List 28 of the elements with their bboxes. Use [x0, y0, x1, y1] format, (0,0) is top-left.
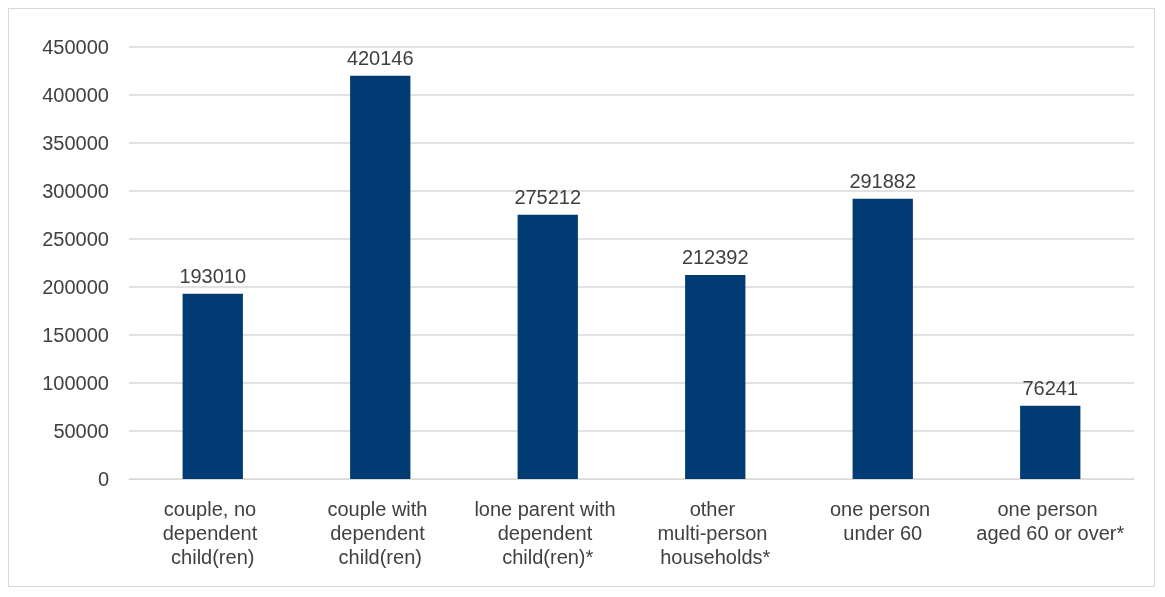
data-label: 291882 — [849, 169, 917, 192]
data-label: 193010 — [179, 264, 247, 287]
data-label: 420146 — [346, 46, 414, 69]
bar — [182, 293, 243, 479]
y-tick-label: 100000 — [42, 372, 109, 394]
y-tick-label: 450000 — [42, 36, 109, 58]
bar — [350, 75, 411, 479]
y-tick-label: 200000 — [42, 276, 109, 298]
bar — [685, 275, 746, 479]
x-tick-label: couple with dependent child(ren) — [327, 498, 434, 568]
x-tick-label: couple, no dependent child(ren) — [162, 498, 263, 568]
bar — [1020, 405, 1081, 479]
y-tick-label: 50000 — [53, 420, 109, 442]
y-tick-label: 0 — [97, 468, 109, 490]
x-tick-label: other multi-person households* — [657, 498, 774, 568]
x-tick-label: lone parent with dependent child(ren)* — [474, 498, 622, 568]
bar — [852, 198, 913, 479]
data-label: 275212 — [514, 185, 582, 208]
y-tick-label: 300000 — [42, 180, 109, 202]
y-tick-label: 150000 — [42, 324, 109, 346]
bar — [517, 214, 578, 479]
y-tick-label: 250000 — [42, 228, 109, 250]
data-label: 76241 — [1022, 376, 1079, 399]
data-label: 212392 — [681, 246, 749, 269]
y-tick-label: 400000 — [42, 84, 109, 106]
x-tick-label: one person aged 60 or over* — [976, 498, 1125, 544]
y-tick-label: 350000 — [42, 132, 109, 154]
x-tick-label: one person under 60 — [829, 498, 936, 544]
